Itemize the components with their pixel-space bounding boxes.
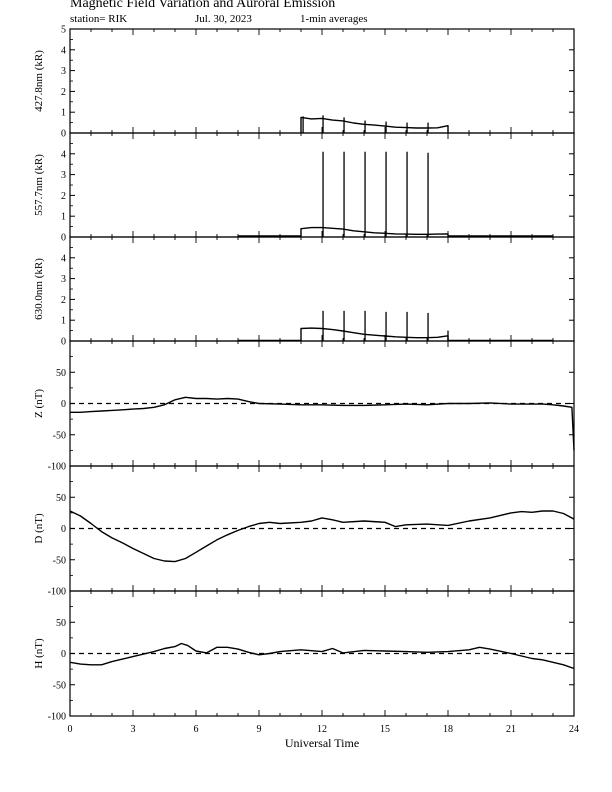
- panel-1-ytick-label: 2: [61, 87, 66, 98]
- panel-5-series-line: [69, 510, 575, 563]
- panel-4-ytick-label: 0: [61, 399, 66, 410]
- panel-6-xtick-label: 24: [569, 724, 579, 735]
- panel-6-xtick-label: 0: [68, 724, 73, 735]
- panel-1-series-line: [300, 116, 449, 133]
- panel-6-xtick-label: 9: [257, 724, 262, 735]
- panel-6-ytick-label: 0: [61, 649, 66, 660]
- panel-5-ytick-label: 50: [56, 493, 66, 504]
- panel-1-ytick-label: 0: [61, 129, 66, 140]
- panel-2-ytick-label: 4: [61, 149, 66, 160]
- panel-6-xlabel: Universal Time: [285, 736, 359, 750]
- panel-6-xtick-label: 15: [380, 724, 390, 735]
- panel-5-ytick-label: -100: [48, 587, 66, 598]
- panel-3-ytick-label: 2: [61, 295, 66, 306]
- panel-6-xtick-label: 18: [443, 724, 453, 735]
- panel-3-ytick-label: 3: [61, 274, 66, 285]
- panel-4-ytick-label: 50: [56, 368, 66, 379]
- panel-2-ytick-label: 3: [61, 170, 66, 181]
- panel-1-ylabel: 427.8nm (kR): [33, 50, 45, 112]
- panel-6-ytick-label: -100: [48, 712, 66, 723]
- panel-1-ytick-label: 5: [61, 25, 66, 36]
- averaging-label: 1-min averages: [300, 13, 368, 25]
- station-label: station= RIK: [70, 13, 128, 25]
- chart-title: Magnetic Field Variation and Auroral Emi…: [70, 0, 336, 11]
- panel-4-ytick-label: -50: [53, 430, 66, 441]
- panel-2-series-line: [238, 226, 553, 237]
- panel-2-ytick-label: 0: [61, 233, 66, 244]
- panel-6-ytick-label: -50: [53, 680, 66, 691]
- panel-6-ytick-label: 50: [56, 618, 66, 629]
- panel-4-ylabel: Z (nT): [33, 389, 45, 418]
- panel-6-ylabel: H (nT): [33, 638, 45, 669]
- panel-2-ylabel: 557.7nm (kR): [33, 154, 45, 216]
- panel-1-frame: [69, 28, 575, 134]
- panel-3-ytick-label: 1: [61, 316, 66, 327]
- panel-4-ytick-label: -100: [48, 462, 66, 473]
- panel-5-ylabel: D (nT): [33, 513, 45, 544]
- panel-6-xtick-label: 21: [506, 724, 516, 735]
- panel-6-series-line: [69, 642, 575, 670]
- date-label: Jul. 30, 2023: [195, 13, 252, 25]
- panel-3-ytick-label: 4: [61, 253, 66, 264]
- panel-3-series-line: [238, 327, 553, 342]
- panel-4-series-line: [70, 396, 575, 451]
- panel-6-xtick-label: 3: [131, 724, 136, 735]
- panel-1-ytick-label: 3: [61, 66, 66, 77]
- panel-3-frame: [69, 236, 575, 342]
- panel-5-ytick-label: -50: [53, 555, 66, 566]
- panel-3-ylabel: 630.0nm (kR): [33, 258, 45, 320]
- panel-6-xtick-label: 12: [317, 724, 327, 735]
- panel-1-ytick-label: 4: [61, 45, 66, 56]
- panel-5-ytick-label: 0: [61, 524, 66, 535]
- panel-1-ytick-label: 1: [61, 108, 66, 119]
- panel-2-ytick-label: 2: [61, 191, 66, 202]
- panel-2-ytick-label: 1: [61, 212, 66, 223]
- panel-3-ytick-label: 0: [61, 337, 66, 348]
- panel-2-frame: [69, 132, 575, 238]
- panel-6-xtick-label: 6: [194, 724, 199, 735]
